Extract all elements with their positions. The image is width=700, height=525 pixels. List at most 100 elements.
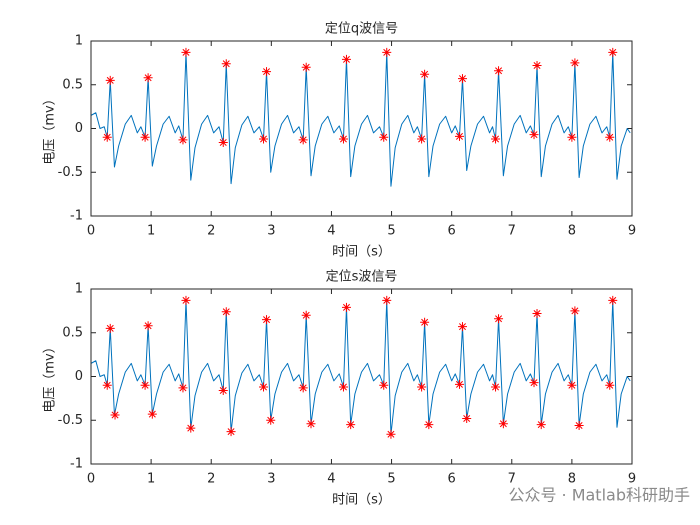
marker <box>178 383 188 393</box>
marker <box>298 135 308 145</box>
marker <box>298 383 308 393</box>
x-tick-label: 3 <box>267 472 275 487</box>
marker <box>532 309 542 318</box>
marker <box>338 134 348 144</box>
x-tick-label: 4 <box>327 472 335 487</box>
marker <box>266 415 276 425</box>
y-axis-label: 电压（mv） <box>43 92 58 164</box>
marker <box>462 414 472 423</box>
marker <box>259 382 269 392</box>
marker <box>454 131 464 141</box>
marker <box>218 386 228 395</box>
marker <box>186 423 196 433</box>
marker <box>605 380 615 390</box>
marker <box>491 134 501 144</box>
marker <box>424 420 434 430</box>
marker <box>102 380 112 390</box>
marker <box>140 380 150 390</box>
y-tick-label: -0.5 <box>58 413 83 428</box>
marker <box>570 306 580 316</box>
axes-box <box>90 40 633 217</box>
marker <box>341 54 351 64</box>
marker <box>574 421 584 430</box>
y-tick-label: -0.5 <box>58 165 83 180</box>
x-tick-label: 0 <box>87 224 95 239</box>
marker <box>382 47 392 57</box>
y-axis-label: 电压（mv） <box>43 340 58 412</box>
marker <box>341 302 351 312</box>
marker <box>379 380 389 390</box>
marker <box>605 132 615 142</box>
x-tick-label: 6 <box>448 472 456 487</box>
x-tick-label: 2 <box>207 472 215 487</box>
x-tick-label: 3 <box>267 224 275 239</box>
y-tick-label: 0 <box>75 369 83 384</box>
x-tick-label: 9 <box>628 472 636 487</box>
x-axis-label: 时间（s） <box>332 493 391 508</box>
marker <box>529 378 539 388</box>
x-axis-label: 时间（s） <box>332 245 391 260</box>
marker <box>338 382 348 392</box>
x-tick-label: 1 <box>147 224 155 239</box>
y-tick-label: 1 <box>75 282 83 297</box>
x-tick-label: 0 <box>87 472 95 487</box>
marker <box>147 409 157 419</box>
marker <box>532 61 542 70</box>
marker <box>529 130 539 140</box>
marker <box>262 67 272 77</box>
y-tick-label: -1 <box>70 209 83 224</box>
marker <box>110 410 120 420</box>
x-tick-label: 7 <box>508 472 516 487</box>
marker <box>143 321 153 331</box>
y-tick-label: 0.5 <box>62 77 83 92</box>
marker <box>457 74 467 84</box>
marker <box>262 315 272 325</box>
x-tick-label: 5 <box>387 472 395 487</box>
marker <box>259 134 269 144</box>
x-tick-label: 7 <box>508 224 516 239</box>
axes-box <box>90 288 633 465</box>
x-tick-label: 9 <box>628 224 636 239</box>
marker <box>226 427 236 437</box>
marker <box>567 380 577 390</box>
marker <box>301 62 311 72</box>
marker <box>102 132 112 142</box>
x-tick-label: 6 <box>448 224 456 239</box>
marker <box>494 314 504 324</box>
marker <box>105 75 115 85</box>
marker <box>417 134 427 144</box>
y-tick-label: 0.5 <box>62 325 83 340</box>
x-tick-label: 4 <box>327 224 335 239</box>
marker <box>608 295 618 305</box>
watermark: 公众号 · Matlab科研助手 <box>508 486 690 505</box>
marker <box>379 132 389 142</box>
marker <box>498 419 508 429</box>
axes-background <box>91 41 632 216</box>
y-tick-label: 0 <box>75 121 83 136</box>
marker <box>143 73 153 83</box>
marker <box>301 310 311 320</box>
marker <box>306 419 316 429</box>
marker <box>140 132 150 142</box>
marker <box>420 69 430 79</box>
y-tick-label: 1 <box>75 34 83 49</box>
signal-line <box>91 299 631 435</box>
x-tick-label: 1 <box>147 472 155 487</box>
marker <box>105 323 115 333</box>
marker <box>567 132 577 142</box>
marker <box>608 47 618 57</box>
chart-title: 定位s波信号 <box>326 270 398 285</box>
marker <box>454 379 464 389</box>
y-tick-label: -1 <box>70 457 83 472</box>
signal-line <box>91 51 631 187</box>
x-tick-label: 8 <box>568 224 576 239</box>
x-tick-label: 2 <box>207 224 215 239</box>
marker <box>181 47 191 57</box>
x-tick-label: 5 <box>387 224 395 239</box>
marker <box>417 382 427 392</box>
marker <box>386 429 396 439</box>
chart-title: 定位q波信号 <box>325 22 398 37</box>
marker <box>536 420 546 430</box>
